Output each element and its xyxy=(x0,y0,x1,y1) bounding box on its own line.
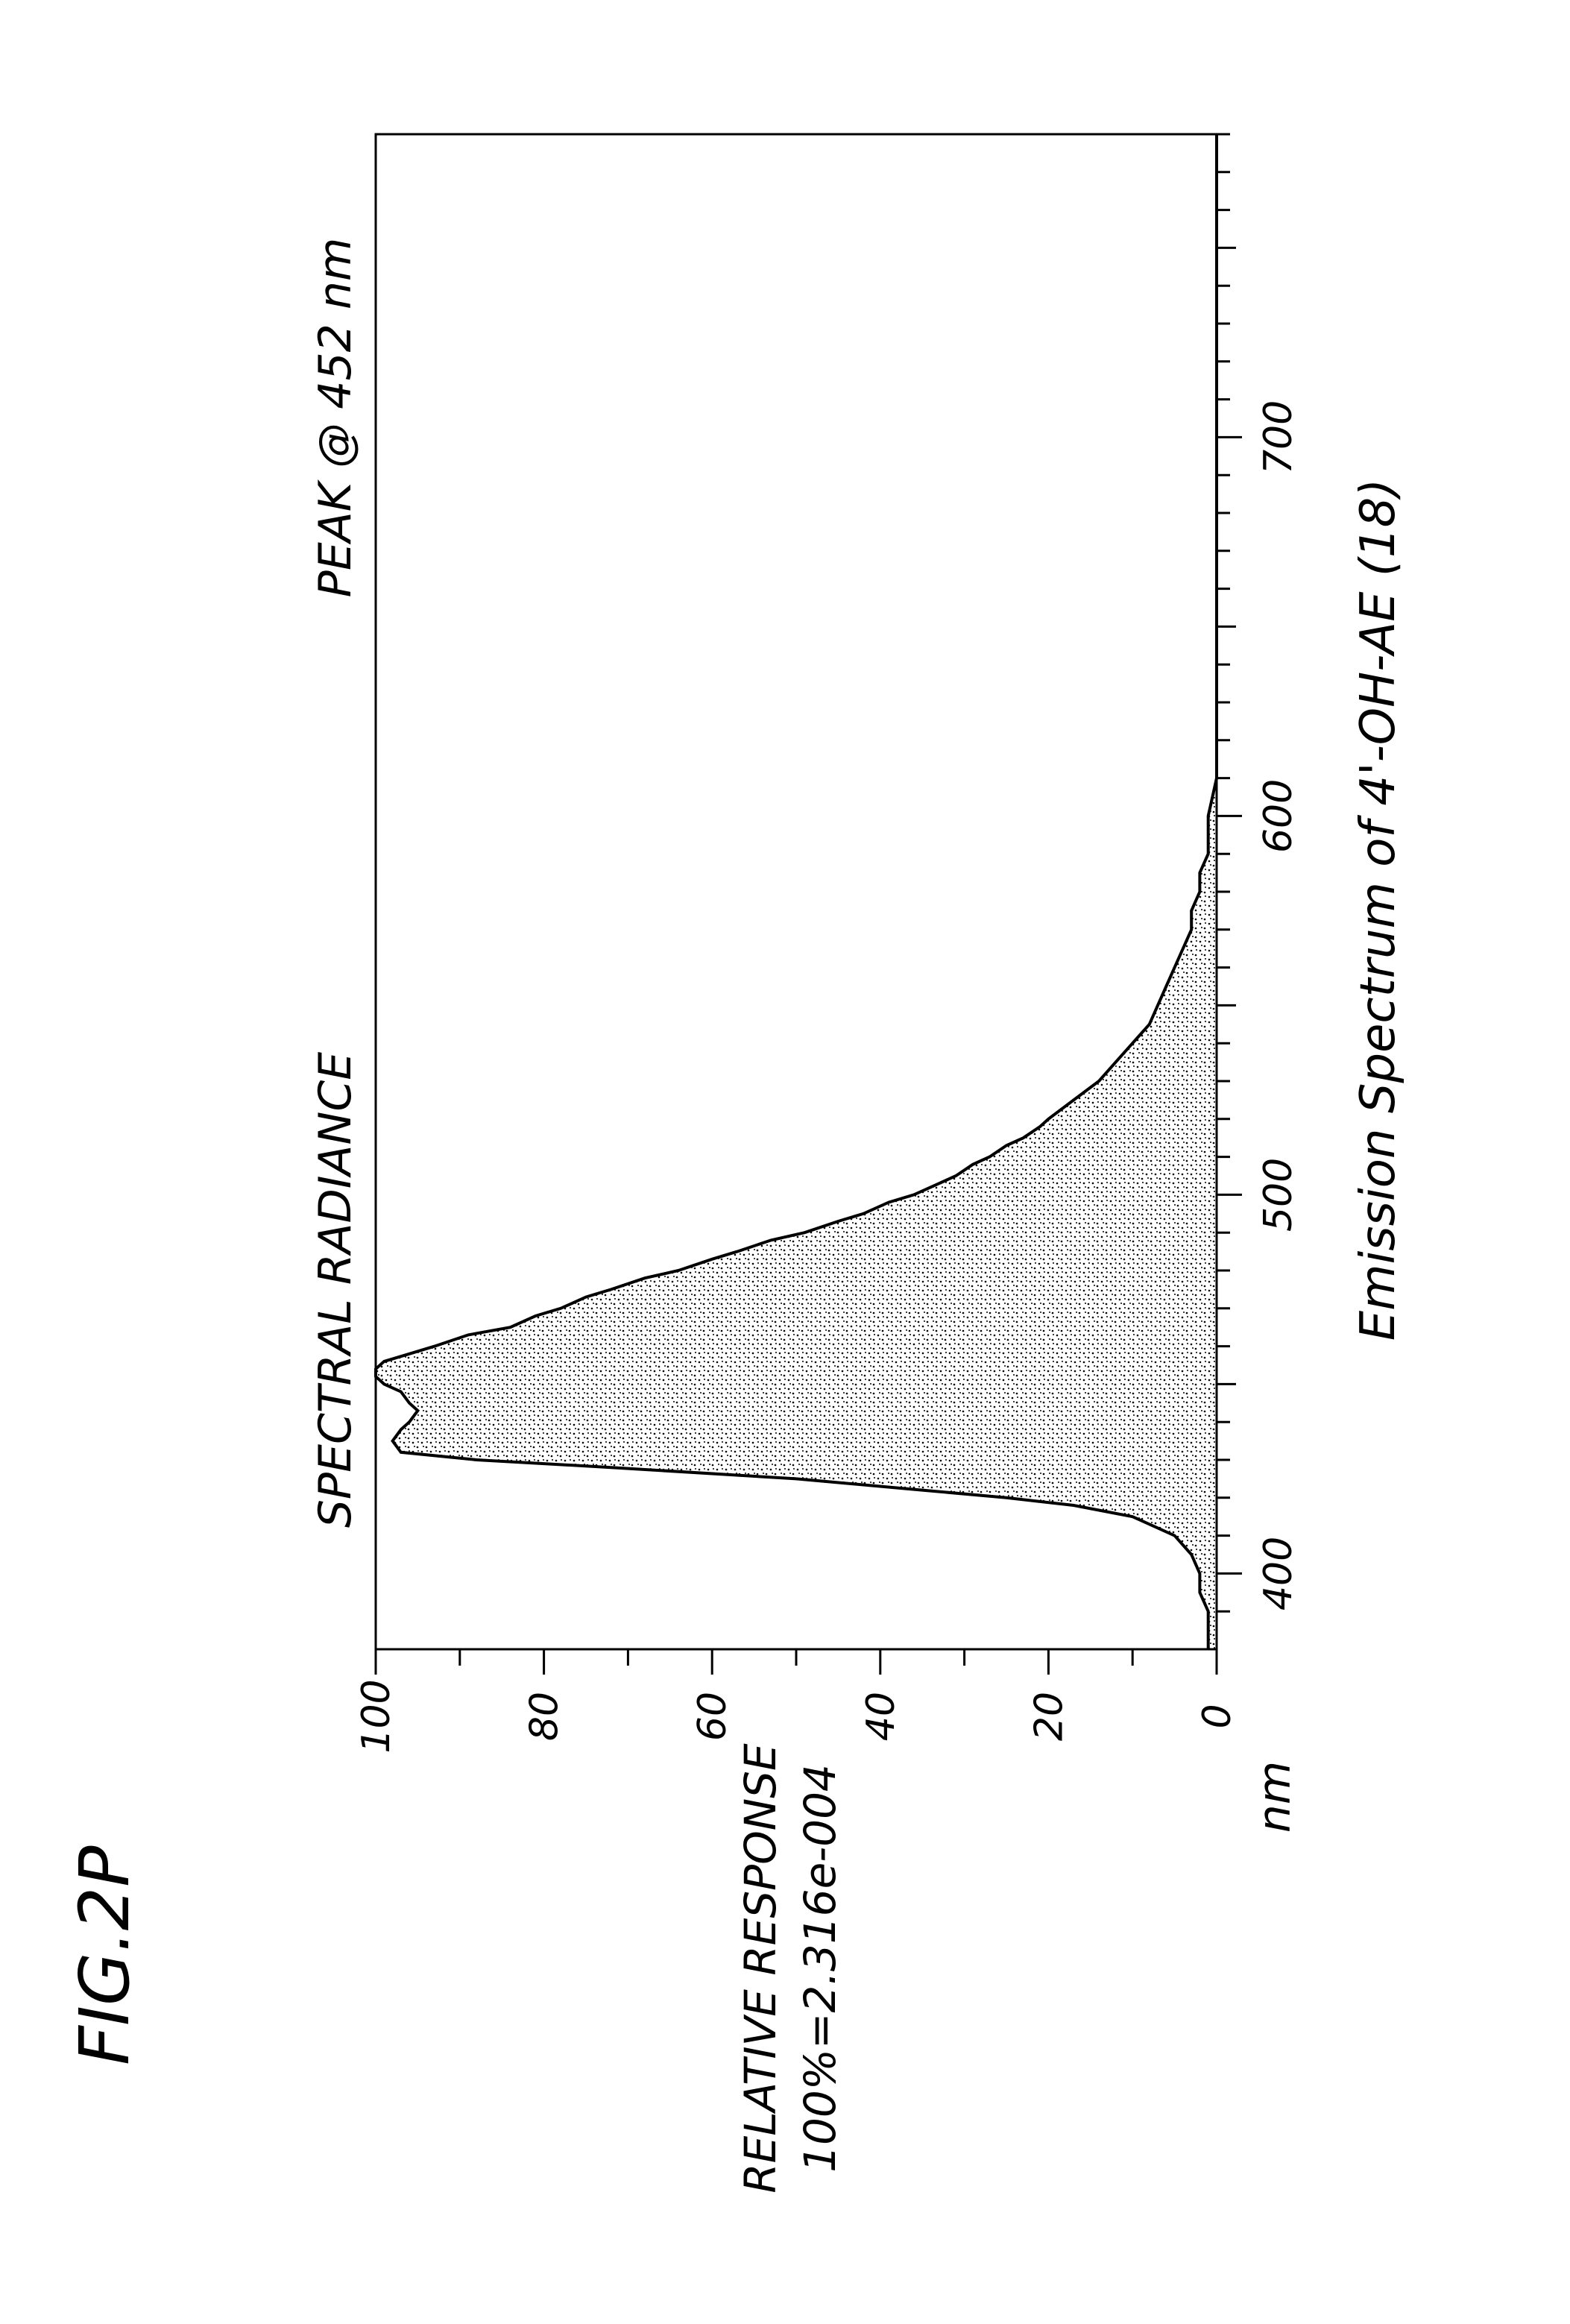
wavelength-axis-tick-label: 400 xyxy=(1256,1537,1301,1610)
peak-annotation: PEAK @ 452 nm xyxy=(309,238,362,598)
wavelength-axis-tick-label: 500 xyxy=(1256,1158,1301,1232)
value-axis-tick-label: 60 xyxy=(690,1692,735,1741)
wavelength-axis-tick-label: 600 xyxy=(1256,779,1301,853)
spectrum-area-fill xyxy=(376,134,1217,1649)
chart-caption: Emission Spectrum of 4'-OH-AE (18) xyxy=(1351,479,1406,1341)
y-axis-subtitle: 100%=2.316e-004 xyxy=(795,1764,845,2173)
value-axis-tick-label: 100 xyxy=(354,1679,399,1753)
figure-label: FIG.2P xyxy=(65,1845,145,2065)
value-axis-tick-label: 80 xyxy=(523,1692,567,1741)
value-axis-tick-label: 0 xyxy=(1195,1704,1240,1728)
y-axis-title: RELATIVE RESPONSE xyxy=(735,1743,786,2194)
value-axis-tick-label: 40 xyxy=(859,1692,904,1741)
value-axis-tick-label: 20 xyxy=(1027,1692,1071,1741)
chart-title: SPECTRAL RADIANCE xyxy=(309,1052,362,1528)
wavelength-axis-tick-label: 700 xyxy=(1256,400,1301,474)
x-axis-unit-label: nm xyxy=(1249,1761,1301,1833)
